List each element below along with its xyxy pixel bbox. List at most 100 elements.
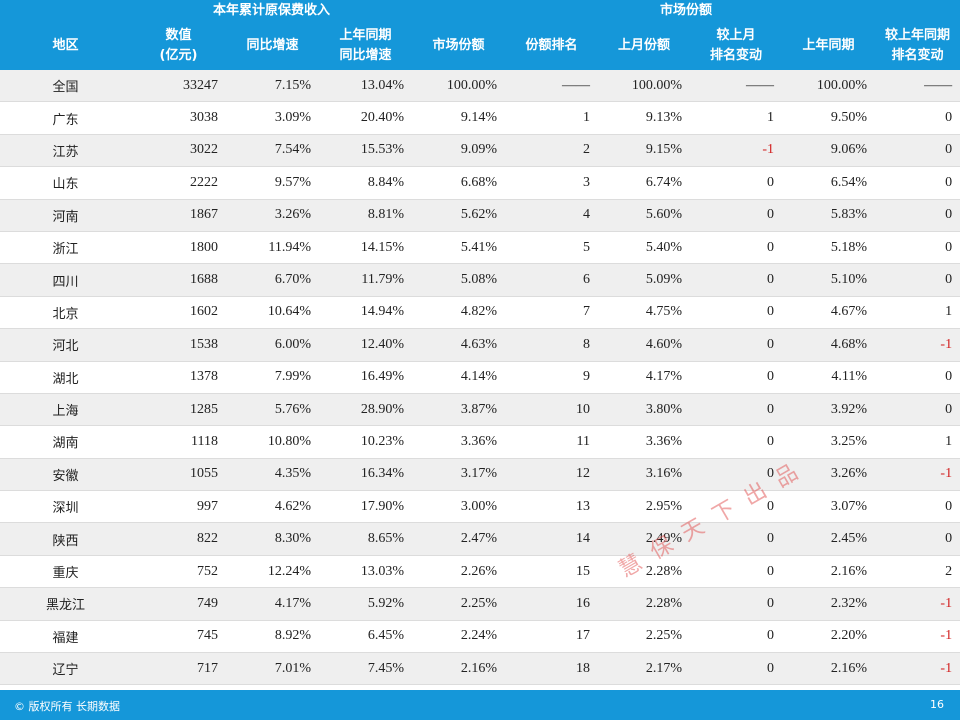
cell-region: 北京 bbox=[0, 296, 131, 330]
cell-share-rank: 7 bbox=[505, 296, 599, 330]
table-row: 北京 1602 10.64% 14.94% 4.82% 7 4.75% 0 4.67% 1 bbox=[0, 296, 960, 330]
cell-last-month-share: 3.36% bbox=[598, 425, 691, 459]
cell-yoy-growth: 11.94% bbox=[226, 231, 319, 265]
cell-amount: 1285 bbox=[131, 393, 226, 427]
cell-region: 重庆 bbox=[0, 555, 131, 589]
cell-market-share: 6.68% bbox=[412, 166, 506, 200]
cell-last-month-share: 4.17% bbox=[598, 361, 691, 394]
cell-region: 湖南 bbox=[0, 425, 131, 459]
cell-share-rank: 17 bbox=[505, 620, 599, 654]
cell-amount: 3022 bbox=[131, 134, 226, 168]
cell-yoy-growth: 9.57% bbox=[226, 166, 319, 200]
cell-ly-growth: 12.40% bbox=[319, 328, 413, 362]
cell-last-month-share: 2.28% bbox=[598, 555, 691, 589]
cell-region: 全国 bbox=[0, 70, 131, 103]
col-header-market-share: 市场份额 bbox=[412, 22, 506, 70]
cell-share-rank: 11 bbox=[505, 425, 599, 459]
cell-rank-vs-last-month: 0 bbox=[690, 231, 783, 265]
cell-rank-vs-last-year: 1 bbox=[875, 296, 960, 330]
col-header-rank-vs-last-year: 较上年同期 排名变动 bbox=[875, 22, 960, 70]
col-header-amount: 数值 (亿元) bbox=[131, 22, 226, 70]
cell-yoy-growth: 4.17% bbox=[226, 587, 319, 621]
cell-market-share: 5.62% bbox=[412, 199, 506, 232]
cell-share-rank: 14 bbox=[505, 522, 599, 556]
cell-share-rank: 8 bbox=[505, 328, 599, 362]
table-row: 福建 745 8.92% 6.45% 2.24% 17 2.25% 0 2.20% -1 bbox=[0, 620, 960, 654]
header-region-blank bbox=[0, 0, 131, 22]
cell-market-share: 5.08% bbox=[412, 263, 506, 297]
cell-rank-vs-last-year: 0 bbox=[875, 490, 960, 524]
cell-amount: 752 bbox=[131, 555, 226, 589]
group-header-premium: 本年累计原保费收入 bbox=[131, 0, 413, 22]
cell-amount: 3038 bbox=[131, 101, 226, 135]
cell-rank-vs-last-month: 0 bbox=[690, 458, 783, 492]
cell-rank-vs-last-year: 0 bbox=[875, 166, 960, 200]
cell-rank-vs-last-month: 0 bbox=[690, 328, 783, 362]
cell-ly-share: 2.16% bbox=[782, 555, 876, 589]
cell-share-rank: 4 bbox=[505, 199, 599, 232]
cell-last-month-share: 9.13% bbox=[598, 101, 691, 135]
col-header-last-month-share: 上月份额 bbox=[598, 22, 691, 70]
col-header-share-rank: 份额排名 bbox=[505, 22, 599, 70]
cell-rank-vs-last-month: 0 bbox=[690, 490, 783, 524]
cell-amount: 745 bbox=[131, 620, 226, 654]
cell-ly-share: 2.45% bbox=[782, 522, 876, 556]
cell-market-share: 9.09% bbox=[412, 134, 506, 168]
col-header-rank-vs-ly-line1: 较上年同期 bbox=[885, 28, 951, 43]
col-header-rank-vs-lm-line2: 排名变动 bbox=[710, 48, 763, 63]
cell-amount: 1055 bbox=[131, 458, 226, 492]
table-row: 重庆 752 12.24% 13.03% 2.26% 15 2.28% 0 2.16% 2 bbox=[0, 555, 960, 589]
cell-rank-vs-last-month: 0 bbox=[690, 620, 783, 654]
cell-last-month-share: 5.40% bbox=[598, 231, 691, 265]
cell-ly-share: 5.83% bbox=[782, 199, 876, 232]
cell-rank-vs-last-year: -1 bbox=[875, 652, 960, 686]
table-row: 湖南 1118 10.80% 10.23% 3.36% 11 3.36% 0 3.25% 1 bbox=[0, 425, 960, 459]
cell-region: 浙江 bbox=[0, 231, 131, 265]
cell-last-month-share: 2.25% bbox=[598, 620, 691, 654]
cell-rank-vs-last-year: 0 bbox=[875, 522, 960, 556]
cell-ly-growth: 17.90% bbox=[319, 490, 413, 524]
cell-rank-vs-last-year: 0 bbox=[875, 393, 960, 427]
cell-rank-vs-last-month: 0 bbox=[690, 425, 783, 459]
cell-ly-growth: 8.84% bbox=[319, 166, 413, 200]
cell-share-rank: 6 bbox=[505, 263, 599, 297]
cell-share-rank: 18 bbox=[505, 652, 599, 686]
cell-share-rank: 10 bbox=[505, 393, 599, 427]
cell-rank-vs-last-year: 2 bbox=[875, 555, 960, 589]
cell-market-share: 9.14% bbox=[412, 101, 506, 135]
cell-ly-share: 5.10% bbox=[782, 263, 876, 297]
col-header-region: 地区 bbox=[0, 22, 131, 70]
table-row: 广东 3038 3.09% 20.40% 9.14% 1 9.13% 1 9.50% 0 bbox=[0, 101, 960, 135]
cell-ly-share: 3.92% bbox=[782, 393, 876, 427]
cell-rank-vs-last-year: 0 bbox=[875, 263, 960, 297]
cell-rank-vs-last-year: 0 bbox=[875, 101, 960, 135]
cell-last-month-share: 3.80% bbox=[598, 393, 691, 427]
cell-amount: 1602 bbox=[131, 296, 226, 330]
cell-ly-growth: 13.03% bbox=[319, 555, 413, 589]
copyright-text: © 版权所有 长期数据 bbox=[14, 700, 120, 713]
cell-yoy-growth: 8.30% bbox=[226, 522, 319, 556]
cell-yoy-growth: 3.26% bbox=[226, 199, 319, 232]
cell-last-month-share: 5.09% bbox=[598, 263, 691, 297]
cell-amount: 1378 bbox=[131, 361, 226, 394]
cell-amount: 717 bbox=[131, 652, 226, 686]
cell-share-rank: 2 bbox=[505, 134, 599, 168]
cell-market-share: 3.00% bbox=[412, 490, 506, 524]
cell-last-month-share: 4.75% bbox=[598, 296, 691, 330]
cell-ly-growth: 7.45% bbox=[319, 652, 413, 686]
cell-rank-vs-last-year: —— bbox=[875, 70, 960, 103]
cell-yoy-growth: 7.01% bbox=[226, 652, 319, 686]
cell-last-month-share: 4.60% bbox=[598, 328, 691, 362]
cell-ly-share: 2.20% bbox=[782, 620, 876, 654]
table-row: 湖北 1378 7.99% 16.49% 4.14% 9 4.17% 0 4.11% 0 bbox=[0, 361, 960, 394]
cell-ly-growth: 10.23% bbox=[319, 425, 413, 459]
cell-ly-share: 5.18% bbox=[782, 231, 876, 265]
cell-market-share: 2.25% bbox=[412, 587, 506, 621]
cell-share-rank: 3 bbox=[505, 166, 599, 200]
col-header-ly-growth-line1: 上年同期 bbox=[339, 28, 392, 43]
table-row: 河北 1538 6.00% 12.40% 4.63% 8 4.60% 0 4.68% -1 bbox=[0, 328, 960, 362]
cell-market-share: 2.24% bbox=[412, 620, 506, 654]
cell-region: 江苏 bbox=[0, 134, 131, 168]
table-row: 安徽 1055 4.35% 16.34% 3.17% 12 3.16% 0 3.26% -1 bbox=[0, 458, 960, 492]
cell-amount: 2222 bbox=[131, 166, 226, 200]
